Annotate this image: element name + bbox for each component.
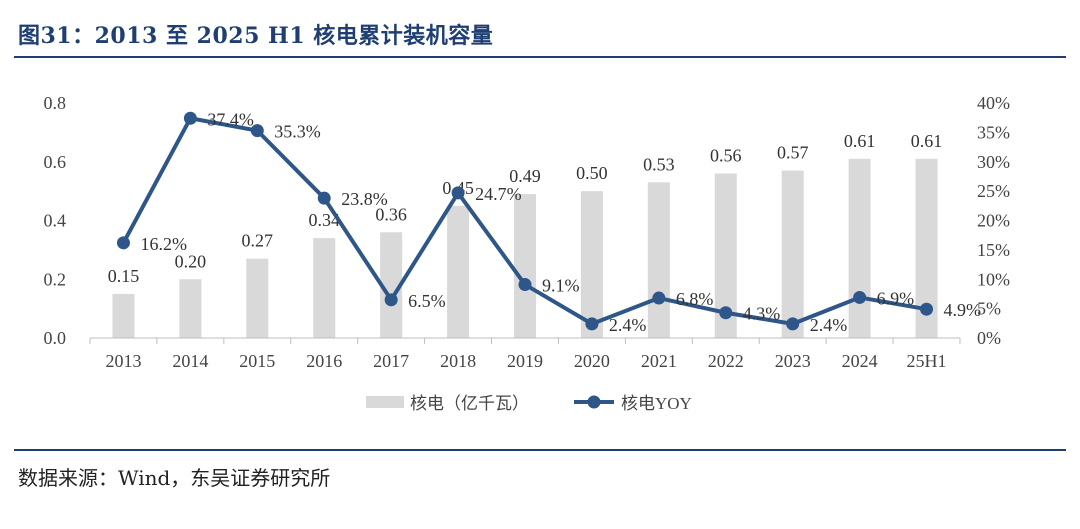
- yoy-label: 6.9%: [877, 288, 915, 308]
- x-tick-label: 2015: [239, 351, 275, 371]
- yoy-label: 16.2%: [140, 234, 187, 254]
- legend-bar-label: 核电（亿千瓦）: [410, 394, 529, 413]
- bar: [781, 170, 804, 338]
- x-tick-label: 2024: [842, 351, 878, 371]
- left-tick-label: 0.4: [44, 211, 67, 231]
- bar: [246, 258, 269, 338]
- yoy-point: [518, 278, 532, 292]
- right-tick-label: 5%: [977, 299, 1001, 319]
- yoy-label: 24.7%: [475, 184, 521, 204]
- left-tick-label: 0.0: [44, 328, 67, 348]
- legend-line-label: 核电YOY: [621, 394, 692, 413]
- bar-value-label: 0.50: [576, 163, 608, 183]
- bar-value-label: 0.34: [308, 210, 340, 230]
- yoy-point: [250, 124, 264, 138]
- yoy-label: 35.3%: [274, 122, 321, 142]
- yoy-point: [652, 291, 666, 305]
- yoy-label: 4.9%: [944, 300, 982, 320]
- yoy-point: [920, 302, 934, 316]
- right-tick-label: 20%: [977, 211, 1010, 231]
- yoy-point: [786, 317, 800, 331]
- yoy-label: 2.4%: [810, 315, 848, 335]
- yoy-label: 6.8%: [676, 289, 714, 309]
- bar-value-label: 0.57: [777, 143, 809, 163]
- bar: [580, 191, 603, 338]
- bar-value-label: 0.56: [710, 146, 742, 166]
- x-tick-label: 2019: [507, 351, 543, 371]
- right-tick-label: 0%: [977, 328, 1001, 348]
- yoy-point: [384, 293, 398, 307]
- right-tick-label: 35%: [977, 122, 1010, 142]
- source-note: 数据来源：Wind，东吴证券研究所: [18, 466, 331, 490]
- figure-title: 图31：2013 至 2025 H1 核电累计装机容量: [18, 23, 494, 49]
- yoy-point: [585, 317, 599, 331]
- bar-value-label: 0.36: [375, 204, 407, 224]
- x-tick-label: 2018: [440, 351, 476, 371]
- source-rule: [14, 449, 1066, 451]
- x-tick-label: 2017: [373, 351, 409, 371]
- legend-line-marker: [587, 395, 601, 409]
- bar-value-label: 0.15: [108, 266, 140, 286]
- yoy-label: 23.8%: [341, 189, 388, 209]
- yoy-label: 2.4%: [609, 315, 647, 335]
- right-tick-label: 25%: [977, 181, 1010, 201]
- bar-value-label: 0.20: [175, 251, 207, 271]
- left-tick-label: 0.6: [44, 152, 67, 172]
- bar: [179, 279, 202, 338]
- right-tick-label: 15%: [977, 240, 1010, 260]
- bar-value-label: 0.61: [911, 131, 943, 151]
- legend-bar-swatch: [366, 396, 404, 408]
- bar-value-label: 0.53: [643, 154, 675, 174]
- bar-value-label: 0.61: [844, 131, 876, 151]
- right-tick-label: 30%: [977, 152, 1010, 172]
- x-tick-label: 2022: [708, 351, 744, 371]
- bar: [313, 238, 336, 338]
- bar: [447, 205, 470, 338]
- yoy-point: [183, 111, 197, 125]
- bar: [380, 232, 403, 338]
- bar: [848, 158, 871, 338]
- yoy-point: [853, 290, 867, 304]
- x-tick-label: 2023: [775, 351, 811, 371]
- bar: [514, 194, 536, 338]
- right-tick-label: 10%: [977, 269, 1010, 289]
- yoy-point: [317, 191, 331, 205]
- x-tick-label: 2013: [105, 351, 141, 371]
- x-tick-label: 2016: [306, 351, 342, 371]
- yoy-label: 37.4%: [207, 109, 254, 129]
- yoy-point: [719, 306, 733, 320]
- yoy-label: 9.1%: [542, 276, 580, 296]
- bar: [915, 158, 938, 338]
- yoy-point: [116, 236, 130, 250]
- x-tick-label: 2021: [641, 351, 677, 371]
- bar-value-label: 0.27: [242, 231, 274, 251]
- left-tick-label: 0.2: [44, 269, 67, 289]
- left-tick-label: 0.8: [44, 93, 67, 113]
- bar: [714, 173, 737, 338]
- right-tick-label: 40%: [977, 93, 1010, 113]
- chart: 0.150.200.270.340.360.450.490.500.530.56…: [44, 93, 1011, 413]
- x-tick-label: 2020: [574, 351, 610, 371]
- bar-value-label: 0.49: [509, 166, 541, 186]
- yoy-label: 4.3%: [743, 304, 781, 324]
- bar: [647, 182, 670, 338]
- bar: [112, 293, 135, 338]
- yoy-point: [451, 186, 465, 200]
- x-tick-label: 2014: [172, 351, 208, 371]
- yoy-label: 6.5%: [408, 291, 446, 311]
- x-tick-label: 25H1: [907, 351, 947, 371]
- title-rule: [14, 56, 1066, 58]
